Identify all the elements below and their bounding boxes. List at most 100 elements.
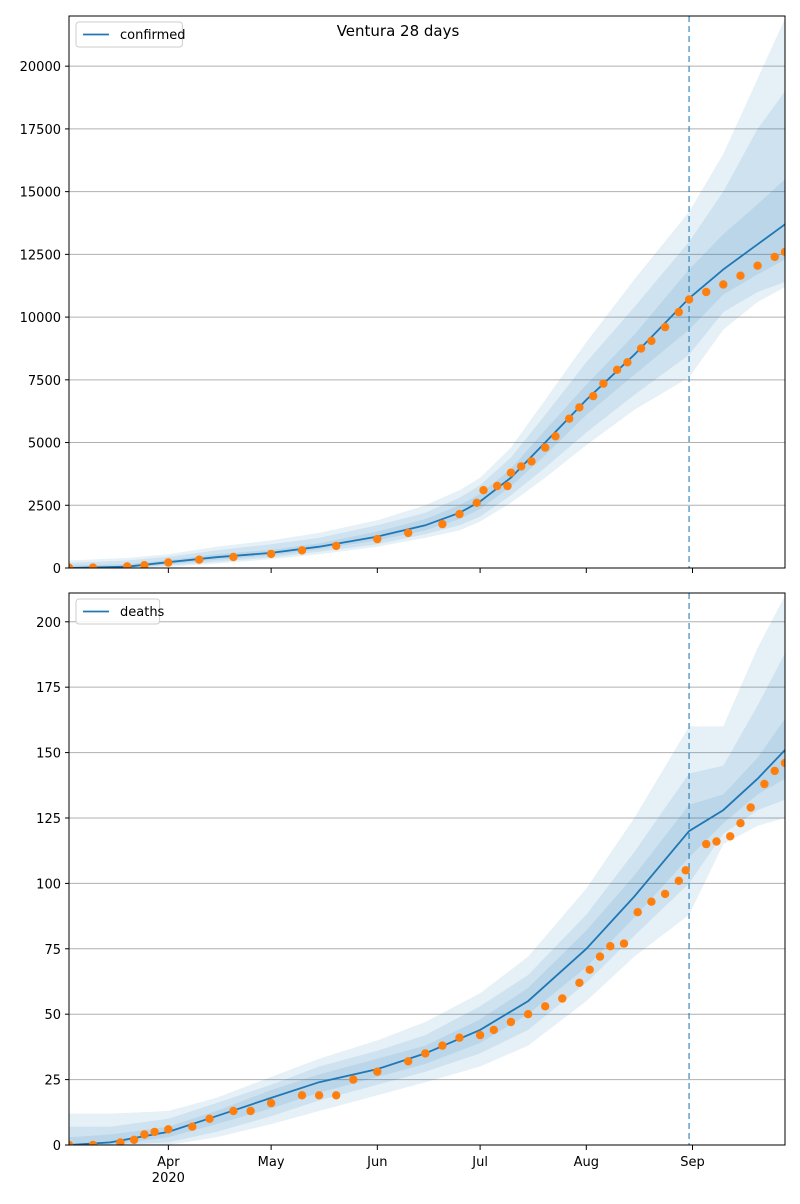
observed-point bbox=[164, 558, 173, 567]
plot-area bbox=[69, 16, 785, 568]
observed-point bbox=[780, 758, 785, 768]
observed-point bbox=[551, 432, 560, 441]
axes-frame bbox=[68, 592, 786, 1146]
observed-point bbox=[612, 365, 622, 374]
observed-point bbox=[599, 379, 608, 388]
y-tick-label: 125 bbox=[36, 812, 61, 827]
observed-point bbox=[373, 1067, 382, 1076]
y-tick-label: 7500 bbox=[28, 374, 61, 389]
y-tick-label: 15000 bbox=[20, 186, 61, 201]
observed-point bbox=[506, 1017, 516, 1027]
x-tick-label: Jul bbox=[471, 1155, 488, 1170]
legend: deaths bbox=[75, 598, 165, 625]
figure-title: Ventura 28 days bbox=[337, 22, 460, 40]
observed-point bbox=[674, 876, 683, 885]
observed-point bbox=[229, 552, 238, 562]
y-tick-label: 100 bbox=[36, 877, 61, 892]
observed-point bbox=[88, 1140, 98, 1145]
observed-point bbox=[770, 252, 779, 262]
x-tick-year-label: 2020 bbox=[152, 1171, 185, 1186]
observed-point bbox=[523, 1010, 533, 1019]
y-tick-label: 75 bbox=[44, 943, 61, 958]
observed-point bbox=[332, 1091, 341, 1100]
observed-point bbox=[297, 546, 307, 555]
observed-point bbox=[753, 261, 762, 270]
observed-point bbox=[195, 555, 204, 564]
y-tick-label: 17500 bbox=[20, 123, 61, 138]
observed-point bbox=[297, 1091, 307, 1100]
x-tick-label: Jun bbox=[366, 1155, 387, 1170]
observed-point bbox=[140, 561, 149, 568]
observed-point bbox=[712, 837, 721, 846]
observed-point bbox=[684, 295, 694, 304]
observed-point bbox=[702, 839, 711, 849]
observed-point bbox=[619, 939, 629, 948]
observed-point bbox=[88, 563, 98, 568]
legend-label: confirmed bbox=[120, 28, 186, 43]
observed-point bbox=[349, 1075, 358, 1084]
y-tick-label: 50 bbox=[44, 1008, 61, 1023]
x-tick-label: Aug bbox=[574, 1155, 599, 1170]
observed-point bbox=[332, 541, 341, 551]
observed-point bbox=[150, 1127, 159, 1137]
y-tick-label: 175 bbox=[36, 681, 61, 696]
observed-point bbox=[493, 481, 502, 491]
plot-area bbox=[69, 593, 785, 1145]
legend-label: deaths bbox=[120, 605, 165, 620]
y-tick-label: 10000 bbox=[20, 311, 61, 326]
observed-point bbox=[636, 344, 646, 353]
observed-point bbox=[69, 563, 74, 568]
uncertainty-band-1 bbox=[69, 18, 785, 568]
observed-point bbox=[660, 889, 670, 899]
observed-point bbox=[660, 322, 670, 332]
observed-point bbox=[681, 866, 690, 875]
observed-point bbox=[455, 509, 464, 519]
observed-point bbox=[702, 287, 711, 297]
observed-point bbox=[575, 978, 584, 987]
observed-point bbox=[140, 1130, 149, 1139]
observed-point bbox=[770, 766, 779, 776]
observed-point bbox=[69, 1140, 74, 1145]
observed-point bbox=[517, 462, 526, 471]
x-tick-label: Sep bbox=[680, 1155, 705, 1170]
observed-point bbox=[647, 897, 656, 906]
observed-point bbox=[719, 280, 728, 289]
observed-point bbox=[541, 443, 550, 452]
uncertainty-band-3 bbox=[69, 718, 785, 1145]
axes-frame bbox=[68, 15, 786, 569]
observed-point bbox=[266, 1098, 276, 1108]
observed-point bbox=[558, 994, 567, 1003]
observed-point bbox=[726, 832, 735, 841]
observed-point bbox=[760, 779, 769, 789]
observed-point bbox=[438, 519, 447, 529]
observed-point bbox=[266, 549, 276, 559]
observed-point bbox=[595, 952, 605, 961]
observed-point bbox=[404, 528, 413, 538]
observed-point bbox=[746, 803, 755, 812]
observed-point bbox=[575, 403, 584, 412]
observed-point bbox=[404, 1057, 413, 1066]
observed-point bbox=[116, 1138, 125, 1145]
observed-point bbox=[623, 358, 632, 367]
observed-point bbox=[123, 562, 132, 568]
observed-point bbox=[205, 1114, 214, 1124]
observed-point bbox=[229, 1106, 238, 1116]
observed-point bbox=[565, 414, 574, 423]
observed-point bbox=[674, 307, 683, 317]
observed-point bbox=[527, 457, 536, 466]
panel-confirmed: 0 2500 5000 7500 10000 12500 15000 17500 20000 co… bbox=[20, 15, 786, 577]
legend-box bbox=[75, 598, 161, 625]
observed-point bbox=[421, 1049, 430, 1058]
observed-point bbox=[475, 1030, 485, 1040]
y-tick-label: 12500 bbox=[20, 248, 61, 263]
y-tick-label: 25 bbox=[44, 1074, 61, 1089]
x-tick-label: Apr bbox=[157, 1155, 180, 1170]
observed-point bbox=[589, 391, 598, 401]
y-tick-label: 0 bbox=[53, 1139, 61, 1154]
y-tick-label: 0 bbox=[53, 562, 61, 577]
observed-point bbox=[188, 1122, 197, 1131]
observed-point bbox=[606, 942, 615, 951]
observed-point bbox=[455, 1033, 464, 1042]
